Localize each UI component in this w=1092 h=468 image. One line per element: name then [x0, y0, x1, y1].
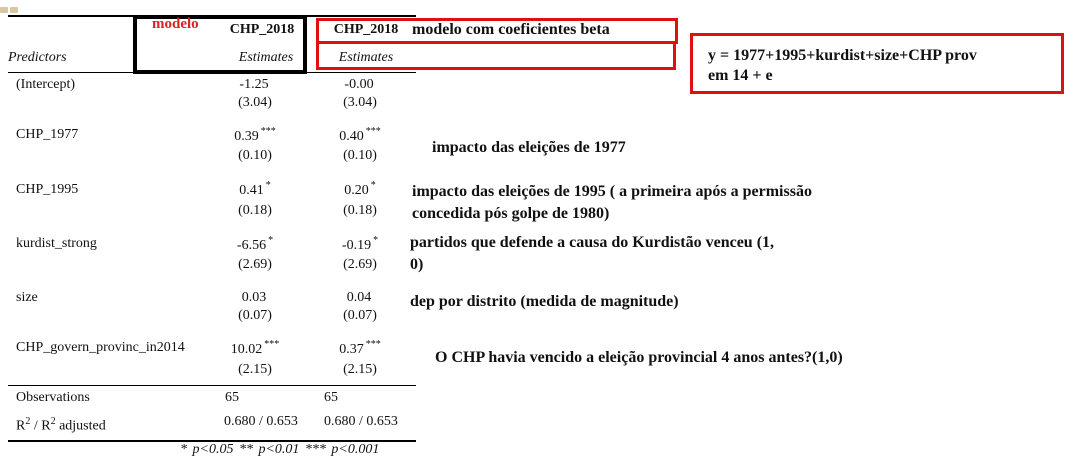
note-1995-line1: impacto das eleições de 1995 ( a primeir… [412, 183, 812, 200]
se-m1: (2.69) [238, 257, 272, 272]
note-1995: impacto das eleições de 1995 ( a primeir… [412, 181, 812, 225]
estimate-m2: 0.40 *** [339, 126, 381, 144]
se-m2: (0.18) [343, 203, 377, 218]
table-bottom-rule [8, 440, 416, 442]
note-1977: impacto das eleições de 1977 [432, 139, 626, 156]
se-m1: (0.07) [238, 308, 272, 323]
estimate-m2: 0.20 * [344, 180, 376, 198]
beta-model-label: modelo com coeficientes beta [412, 21, 610, 38]
beta-estimates-box [316, 44, 676, 70]
predictor-label: CHP_1977 [16, 127, 79, 142]
model2-name: CHP_2018 [333, 22, 399, 37]
model1-subheader: Estimates [238, 50, 294, 65]
equation-line1: y = 1977+1995+kurdist+size+CHP prov [708, 47, 977, 64]
equation-text: y = 1977+1995+kurdist+size+CHP prov em 1… [708, 46, 977, 86]
estimate-m2: -0.00 [344, 77, 374, 92]
predictor-label: CHP_1995 [16, 182, 79, 197]
predictor-label: size [16, 290, 38, 305]
se-m1: (2.15) [238, 362, 272, 377]
predictors-header: Predictors [8, 50, 67, 65]
observations-label: Observations [16, 390, 90, 405]
observations-m1: 65 [225, 390, 239, 405]
observations-m2: 65 [324, 390, 338, 405]
predictor-label: kurdist_strong [16, 236, 97, 251]
model-highlight-box [133, 15, 307, 74]
predictor-label: CHP_govern_provinc_in2014 [16, 340, 185, 355]
significance-footnote: * p<0.05 ** p<0.01 *** p<0.001 [180, 442, 380, 457]
estimate-m1: -1.25 [239, 77, 269, 92]
estimate-m1: 10.02 *** [230, 339, 280, 357]
estimate-m1: 0.03 [241, 290, 267, 305]
modelo-label: modelo [152, 16, 199, 32]
estimate-m2: 0.37 *** [339, 339, 381, 357]
toolbar-icons [0, 0, 30, 13]
se-m2: (3.04) [343, 95, 377, 110]
model2-subheader: Estimates [338, 50, 394, 65]
r2-m2: 0.680 / 0.653 [324, 414, 398, 429]
se-m2: (0.10) [343, 148, 377, 163]
se-m2: (0.07) [343, 308, 377, 323]
estimate-m2: 0.04 [346, 290, 372, 305]
model1-name: CHP_2018 [229, 22, 295, 37]
se-m1: (3.04) [238, 95, 272, 110]
se-m2: (2.15) [343, 362, 377, 377]
note-1995-line2: concedida pós golpe de 1980) [412, 205, 610, 222]
table-stats-rule [8, 385, 416, 386]
note-size: dep por distrito (medida de magnitude) [410, 293, 679, 310]
equation-box [690, 33, 1064, 94]
note-kurd-line1: partidos que defende a causa do Kurdistã… [410, 234, 775, 251]
estimate-m2: -0.19 * [341, 235, 379, 253]
estimate-m1: 0.39 *** [234, 126, 276, 144]
beta-label-box [316, 18, 678, 44]
r2-m1: 0.680 / 0.653 [224, 414, 298, 429]
se-m1: (0.10) [238, 148, 272, 163]
predictor-label: (Intercept) [16, 77, 76, 92]
r2-label: R2 / R2 adjusted [16, 416, 106, 434]
estimate-m1: 0.41 * [239, 180, 271, 198]
note-kurd-line2: 0) [410, 256, 424, 273]
equation-line2: em 14 + e [708, 67, 773, 84]
se-m2: (2.69) [343, 257, 377, 272]
se-m1: (0.18) [238, 203, 272, 218]
note-provincial: O CHP havia vencido a eleição provincial… [435, 349, 843, 366]
estimate-m1: -6.56 * [236, 235, 274, 253]
note-kurdistan: partidos que defende a causa do Kurdistã… [410, 232, 774, 276]
